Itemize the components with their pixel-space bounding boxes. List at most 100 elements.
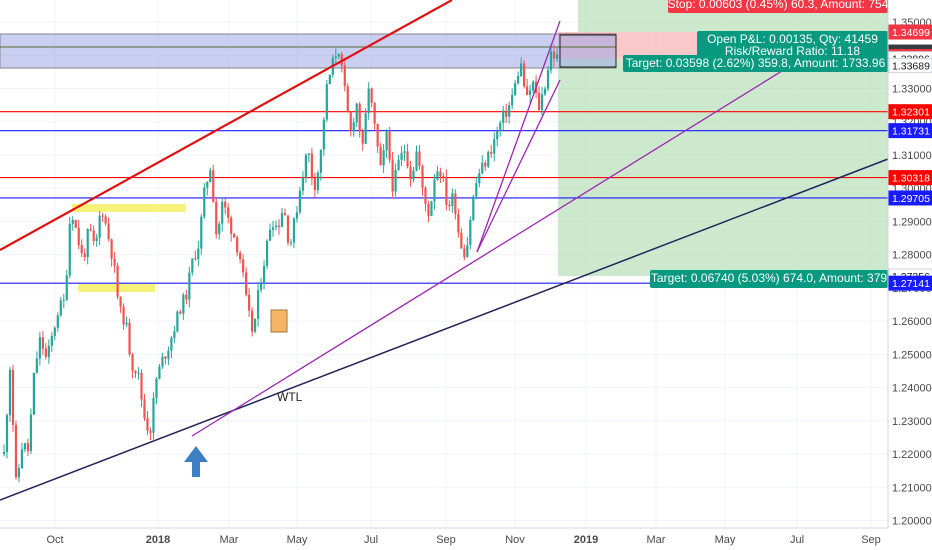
stop-label-bg [668,0,888,13]
candle-body [271,227,275,230]
candle-body [17,468,21,478]
candle-body [41,337,44,349]
candle-body [430,201,433,216]
drawings [0,0,889,501]
price-tick-label: 1.23000 [892,416,932,428]
price-tag-bg [888,24,932,40]
candle-body [176,311,179,332]
candle-body [53,327,56,336]
candle-body [62,299,65,301]
target-label-bg [650,270,888,288]
candle-body [418,151,421,166]
candle-body [346,86,349,113]
candle-body [262,265,266,284]
candle-body [388,131,391,160]
price-tick-label: 1.28000 [892,250,932,262]
candle-body [140,372,143,400]
price-tag-label: 1.30318 [892,173,930,185]
candle-body [20,449,24,469]
highlight-zone [270,309,288,333]
candle-body [451,193,454,207]
candle-body [322,119,325,150]
candle-body [95,237,98,241]
candle-body [511,94,514,106]
stop-label-text: Stop: 0.00603 (0.45%) 60.3, Amount: 754 [668,0,889,11]
candle-body [182,294,185,314]
candle-body [436,171,439,180]
time-tick-label: Mar [647,534,666,546]
candle-body [71,219,74,224]
candle-body [337,54,340,57]
candle-body [508,105,511,117]
candle-body [364,113,367,144]
candle-body [59,300,62,316]
candle-body [316,172,319,191]
candle-body [367,88,370,114]
candle-body [74,219,77,228]
candle-body [146,418,149,431]
price-tick-label: 1.20000 [892,516,932,528]
candle-body [526,86,529,95]
target-zone [558,58,888,277]
candle-body [385,131,388,151]
up-arrow-icon [184,446,208,477]
candle-body [280,213,284,228]
candle-body [379,146,382,166]
candle-body [29,414,33,452]
candle-body [259,283,263,291]
candle-body [5,415,9,453]
target-label-text: Target: 0.03598 (2.62%) 359.8, Amount: 1… [626,56,886,70]
candle-body [215,201,218,235]
candle-body [286,215,290,243]
candle-body [26,443,30,452]
candle-body [38,337,41,359]
candle-body [484,162,487,167]
candle-body [203,187,206,217]
candle-body [349,112,352,132]
candle-body [310,153,313,178]
candle-body [475,183,478,197]
candle-body [517,75,520,84]
candle-body [478,173,481,184]
time-tick-label: Oct [46,534,63,546]
candle-body [256,290,260,319]
time-axis-bg [0,528,932,550]
candle-body [543,88,547,95]
candle-body [80,245,83,254]
candle-body [523,63,526,87]
candle-body [248,294,251,311]
candle-body [528,90,532,95]
target-label-text: Target: 0.06740 (5.03%) 674.0, Amount: 3… [651,271,887,285]
candle-body [424,187,427,204]
candle-body [158,366,161,379]
time-tick-label: Jul [364,534,378,546]
time-tick-label: Mar [220,534,239,546]
candle-body [457,214,460,233]
candle-body [14,424,18,478]
candle-body [56,315,59,328]
candle-body [35,358,38,373]
candle-body [442,176,445,178]
candle-body [65,275,68,300]
candle-body [382,150,385,166]
candle-body [352,122,355,132]
candle-body [242,259,245,273]
candle-body [454,193,457,215]
candle-body [487,151,490,167]
candle-body [137,372,140,374]
candle-body [152,398,155,433]
wedge-line [476,79,561,253]
candle-body [173,331,176,339]
pnl-label-text: Open P&L: 0.00135, Qty: 41459 [707,32,878,46]
candle-body [119,296,122,307]
candle-body [439,171,442,177]
price-tag-label: 1.27141 [892,278,930,290]
candle-body [313,177,316,191]
candle-body [221,201,224,224]
candle-body [233,233,236,238]
candle-body [104,216,107,224]
candle-body [370,88,373,103]
up-arrow-shape [184,446,208,477]
candle-body [307,153,310,155]
